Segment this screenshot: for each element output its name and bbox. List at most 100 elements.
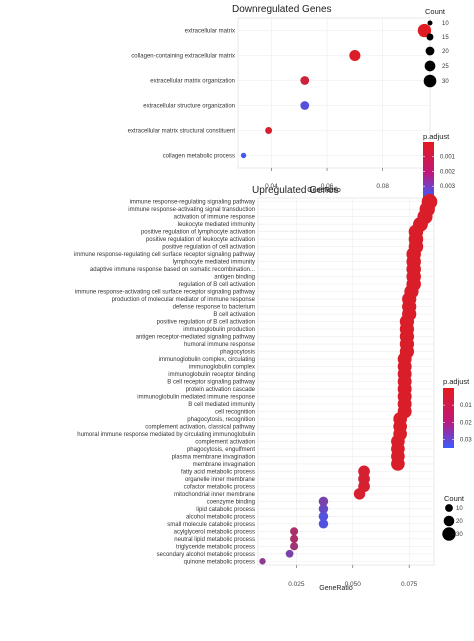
category-label: immunoglobulin complex, circulating — [159, 357, 255, 363]
category-label: humoral immune response mediated by circ… — [77, 432, 255, 438]
color-legend-bar — [423, 142, 434, 198]
data-point — [358, 465, 370, 478]
category-label: quinone metabolic process — [184, 559, 255, 565]
category-label: B cell mediated immunity — [188, 402, 255, 408]
data-point — [318, 504, 329, 514]
size-legend-label: 15 — [442, 35, 449, 41]
category-label: complement activation — [195, 439, 255, 445]
category-label: coenzyme binding — [207, 499, 255, 505]
data-point — [417, 23, 432, 38]
data-point — [290, 534, 299, 543]
category-label: phagocytosis — [220, 350, 255, 356]
data-point — [318, 496, 329, 507]
category-label: lipid catabolic process — [196, 507, 255, 513]
category-label: immune response-activating cell surface … — [75, 290, 255, 296]
category-label: regulation of B cell activation — [179, 282, 255, 288]
data-point — [300, 76, 310, 85]
category-label: immunoglobulin receptor binding — [168, 372, 255, 378]
size-legend-key — [443, 515, 455, 527]
size-legend-key — [445, 504, 453, 512]
category-label: lymphocyte mediated immunity — [173, 260, 255, 266]
category-label: activation of immune response — [174, 215, 256, 221]
size-legend-key — [423, 74, 437, 88]
size-legend-title: Count — [444, 494, 465, 503]
x-tick-label: 0.075 — [401, 581, 418, 588]
chart-title: Upregulated Genes — [252, 185, 339, 196]
size-legend-label: 10 — [456, 506, 463, 512]
size-legend-label: 10 — [442, 21, 449, 27]
size-legend-label: 20 — [456, 519, 463, 525]
category-label: positive regulation of cell activation — [162, 245, 255, 251]
data-point — [259, 558, 266, 565]
x-axis-label: GeneRatio — [307, 187, 341, 194]
x-tick-label: 0.08 — [376, 183, 389, 190]
data-point — [290, 542, 299, 551]
category-label: immune response-regulating cell surface … — [74, 252, 255, 258]
color-legend-label: 0.002 — [440, 169, 456, 175]
category-label: complement activation, classical pathway — [145, 424, 255, 430]
data-point — [240, 152, 247, 159]
category-label: phagocytosis, recognition — [187, 417, 255, 423]
size-legend-key — [442, 527, 456, 541]
size-legend-label: 30 — [442, 79, 449, 85]
size-legend-label: 30 — [456, 532, 463, 538]
category-label: extracellular structure organization — [143, 104, 235, 110]
data-point — [265, 127, 273, 134]
category-label: secondary alcohol metabolic process — [157, 552, 255, 558]
category-label: immunoglobulin production — [183, 327, 255, 333]
category-label: phagocytosis, engulfment — [187, 447, 255, 453]
category-label: immunoglobulin complex — [189, 365, 255, 371]
category-label: mitochondrial inner membrane — [174, 492, 256, 498]
category-label: extracellular matrix structural constitu… — [128, 129, 236, 135]
x-axis-label: GeneRatio — [319, 585, 353, 592]
color-legend-bar — [443, 388, 454, 448]
size-legend-key — [427, 20, 433, 26]
category-label: defense response to bacterium — [173, 305, 255, 311]
category-label: positive regulation of lymphocyte activa… — [141, 230, 255, 236]
category-label: protein activation cascade — [186, 387, 256, 393]
category-label: B cell receptor signaling pathway — [167, 380, 255, 386]
chart-title: Downregulated Genes — [232, 4, 332, 15]
category-label: membrane invagination — [193, 462, 255, 468]
size-legend-label: 25 — [442, 64, 449, 70]
category-label: alcohol metabolic process — [186, 514, 255, 520]
size-legend-key — [424, 60, 436, 72]
data-point — [421, 193, 438, 210]
category-label: collagen-containing extracellular matrix — [131, 54, 235, 60]
category-label: cofactor metabolic process — [184, 484, 255, 490]
color-legend-label: 0.02 — [460, 420, 472, 426]
color-legend-label: 0.001 — [440, 155, 456, 161]
category-label: plasma membrane invagination — [172, 454, 255, 460]
category-label: immune response-activating signal transd… — [128, 207, 255, 213]
category-label: B cell activation — [213, 312, 255, 318]
x-tick-label: 0.06 — [321, 183, 334, 190]
color-legend-title: p.adjust — [443, 377, 470, 386]
category-label: cell recognition — [215, 409, 255, 415]
category-label: neutral lipid metabolic process — [174, 537, 255, 543]
category-label: collagen metabolic process — [163, 154, 235, 160]
category-label: fatty acid metabolic process — [181, 469, 255, 475]
color-legend-label: 0.003 — [440, 184, 456, 190]
category-label: production of molecular mediator of immu… — [112, 297, 256, 303]
category-label: humoral immune response — [184, 342, 256, 348]
color-legend-label: 0.01 — [460, 403, 472, 409]
x-tick-label: 0.025 — [288, 581, 305, 588]
category-label: extracellular matrix organization — [150, 79, 235, 85]
category-label: positive regulation of leukocyte activat… — [146, 237, 255, 243]
category-label: acylglycerol metabolic process — [174, 529, 255, 535]
data-point — [318, 511, 329, 522]
x-tick-label: 0.04 — [265, 183, 278, 190]
category-label: leukocyte mediated immunity — [178, 222, 255, 228]
color-legend-title: p.adjust — [423, 132, 450, 141]
data-point — [285, 549, 294, 558]
size-legend-label: 20 — [442, 49, 449, 55]
category-label: antigen receptor-mediated signaling path… — [136, 335, 255, 341]
category-label: triglyceride metabolic process — [176, 544, 255, 550]
size-legend-key — [425, 46, 435, 56]
category-label: antigen binding — [214, 275, 255, 281]
category-label: organelle inner membrane — [185, 477, 256, 483]
category-label: positive regulation of B cell activation — [157, 320, 255, 326]
plot-panel — [237, 17, 431, 169]
